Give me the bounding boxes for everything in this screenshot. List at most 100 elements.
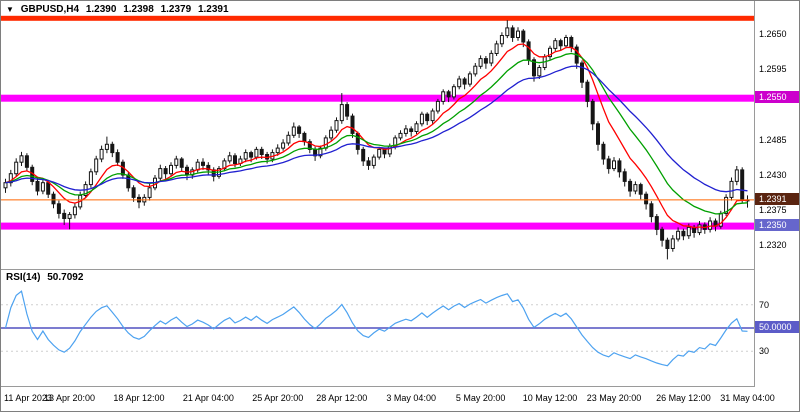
candle-body	[467, 73, 472, 85]
candle-body	[104, 143, 109, 150]
candle-body	[665, 239, 670, 249]
candle-body	[686, 226, 691, 237]
candle-body	[115, 152, 120, 163]
candle-body	[206, 164, 211, 171]
candle-body	[339, 104, 344, 122]
time-axis-label: 10 May 12:00	[522, 393, 578, 403]
time-axis-label: 26 May 12:00	[656, 393, 711, 403]
candle-body	[483, 58, 488, 64]
candle-body	[628, 180, 633, 192]
candle-body	[24, 155, 29, 168]
candle-body	[681, 230, 686, 237]
time-axis[interactable]: 11 Apr 2023 13 Apr 20:00 18 Apr 12:00 21 Ap…	[1, 387, 799, 411]
candle-body	[708, 220, 713, 230]
candle-body	[249, 152, 254, 158]
candle-body	[88, 171, 93, 186]
rsi-axis-label: 70	[759, 299, 770, 310]
ma-medium-green	[5, 52, 748, 215]
candle-body	[345, 104, 350, 117]
candle-body	[35, 180, 40, 192]
candle-body	[446, 91, 451, 98]
candle-body	[526, 41, 531, 61]
rsi-header: RSI(14) 50.7092	[6, 272, 87, 283]
time-axis-label: 5 May 20:00	[455, 393, 506, 403]
candle-body	[478, 58, 483, 67]
candle-body	[532, 59, 536, 77]
candle-body	[163, 168, 168, 175]
candle-body	[334, 120, 339, 131]
candle-body	[14, 161, 19, 175]
candle-body	[457, 78, 462, 88]
candle-body	[94, 158, 99, 173]
rsi-chart-svg[interactable]	[1, 270, 754, 387]
candle-body	[8, 173, 13, 184]
price-chart-pane[interactable]: ▼ GBPUSD,H4 1.2390 1.2398 1.2379 1.2391	[1, 1, 754, 270]
candle-body	[403, 128, 408, 134]
candle-body	[409, 128, 414, 133]
ohlc-low: 1.2379	[160, 4, 192, 15]
resistance-line[interactable]	[1, 15, 754, 21]
candle-body	[40, 182, 45, 192]
chart-dropdown-icon[interactable]: ▼	[6, 5, 14, 14]
symbol-period-label: GBPUSD,H4	[20, 4, 80, 15]
demand-zone-line[interactable]	[1, 222, 754, 230]
time-axis-label: 3 May 04:00	[386, 393, 436, 403]
candle-body	[371, 156, 376, 166]
candle-body	[355, 132, 360, 150]
candle-body	[377, 148, 382, 158]
candle-body	[131, 187, 136, 198]
candle-body	[489, 52, 494, 64]
time-axis-label: 31 May 04:00	[720, 393, 775, 403]
candle-body	[169, 164, 173, 175]
candle-body	[510, 27, 515, 38]
candle-body	[617, 160, 622, 173]
candle-body	[243, 152, 248, 160]
rsi-indicator-pane[interactable]: RSI(14) 50.7092	[1, 270, 754, 387]
candle-body	[323, 137, 328, 149]
candle-body	[612, 160, 616, 170]
rsi-indicator-value: 50.7092	[47, 272, 84, 283]
candle-body	[419, 113, 424, 125]
candle-body	[670, 238, 675, 249]
ohlc-open: 1.2390	[85, 4, 117, 15]
price-axis-badge: 1.2350	[755, 219, 799, 232]
price-axis-badge: 1.2391	[755, 192, 799, 205]
candle-body	[676, 230, 681, 240]
candle-body	[179, 158, 184, 168]
price-chart-svg[interactable]	[1, 1, 754, 270]
candle-body	[366, 160, 371, 166]
time-axis-label: 21 Apr 04:00	[182, 393, 234, 403]
candle-body	[548, 47, 552, 58]
candle-body	[558, 40, 563, 47]
ohlc-high: 1.2398	[123, 4, 154, 15]
candle-body	[398, 132, 403, 139]
candle-body	[99, 148, 104, 160]
time-axis-label: 11 Apr 2023	[4, 393, 52, 403]
candle-body	[227, 155, 232, 162]
candle-body	[318, 147, 323, 157]
candle-body	[638, 184, 643, 195]
ma-slow-blue	[5, 65, 748, 193]
candle-body	[622, 171, 627, 182]
candle-body	[740, 169, 745, 200]
price-axis[interactable]: 1.2650 1.2595 1.2485 1.2430 1.2375 1.2320 1.25…	[754, 1, 799, 387]
candle-body	[435, 100, 440, 112]
candle-body	[606, 158, 611, 170]
candle-body	[297, 126, 302, 134]
candle-body	[724, 196, 729, 214]
candle-body	[425, 113, 430, 122]
candle-body	[126, 174, 131, 189]
candle-body	[201, 161, 205, 166]
candle-body	[473, 65, 478, 75]
supply-zone-line[interactable]	[1, 94, 754, 102]
candle-body	[147, 187, 152, 198]
candle-body	[580, 62, 584, 83]
candle-body	[291, 126, 296, 136]
candle-body	[729, 180, 734, 198]
candle-body	[414, 123, 419, 133]
candle-body	[56, 203, 61, 214]
candle-body	[286, 134, 291, 144]
candle-body	[3, 182, 8, 189]
price-axis-label: 1.2485	[759, 134, 787, 145]
candle-body	[451, 86, 456, 98]
